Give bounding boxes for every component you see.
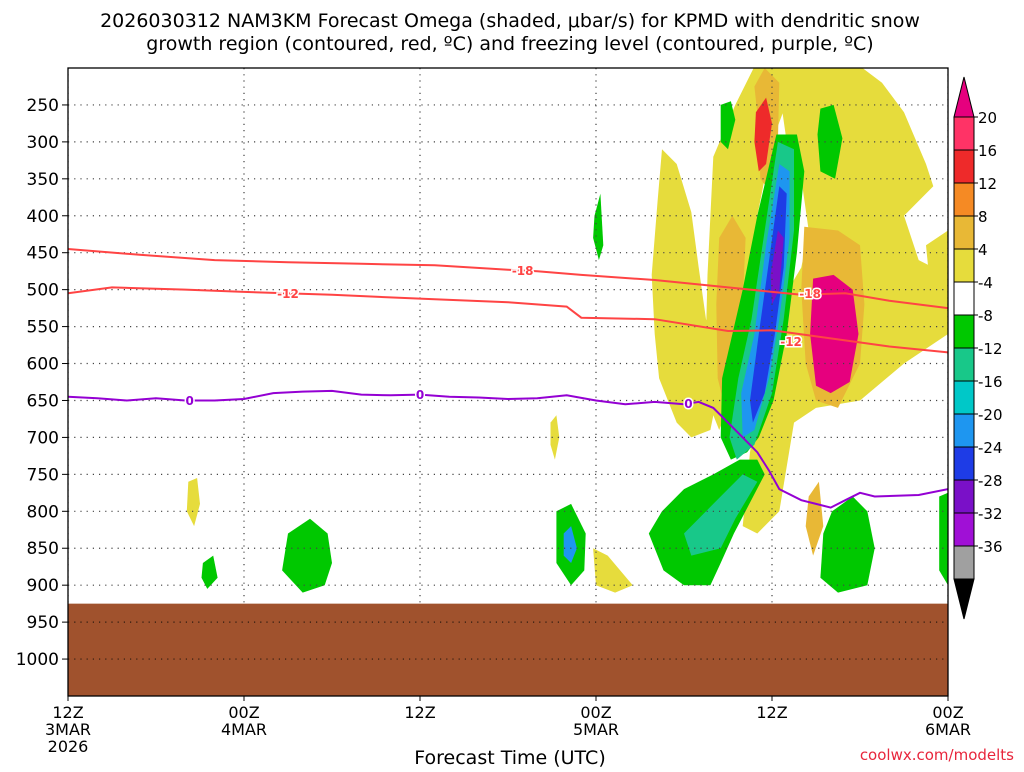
x-tick-label: 00Z	[580, 703, 611, 722]
x-tick-label: 2026	[48, 737, 89, 756]
y-tick-label: 950	[27, 613, 59, 633]
colorbar-segment	[953, 215, 975, 250]
footer-credit: coolwx.com/modelts	[860, 746, 1014, 764]
colorbar-segment	[953, 314, 975, 349]
y-tick-label: 500	[27, 281, 59, 301]
omega-region-green-small-day1	[201, 555, 218, 589]
x-tick-label: 12Z	[52, 703, 83, 722]
omega-colorbar: 20 16 12 8 4 -4 -8 -12 -16 -20 -24 -28 -32 -36	[953, 76, 1003, 620]
omega-region-red-band-upper	[754, 97, 772, 172]
colorbar-segment	[953, 479, 975, 514]
x-tick-label: 00Z	[228, 703, 259, 722]
colorbar-segment	[953, 347, 975, 382]
dgz-contour-label: -12	[780, 335, 802, 349]
omega-region-orange-small-low	[805, 481, 824, 556]
colorbar-segment	[953, 116, 975, 151]
plot-frame	[67, 67, 949, 697]
omega-region-purple-core	[770, 230, 784, 305]
y-tick-label: 650	[27, 391, 59, 411]
omega-region-green-small-end	[939, 492, 948, 586]
omega-region-green-lower-right	[820, 496, 875, 593]
y-tick-label: 850	[27, 539, 59, 559]
y-tick-label: 250	[27, 96, 59, 116]
colorbar-label: 4	[978, 241, 988, 259]
x-tick-label: 00Z	[932, 703, 963, 722]
dgz-contour-line	[68, 248, 948, 310]
omega-region-green-small-right	[817, 104, 843, 179]
omega-region-green-mid-thin	[593, 193, 604, 261]
colorbar-label: -36	[978, 538, 1003, 556]
dgz-contour-label: -18	[512, 264, 534, 278]
freezing-level-label: 0	[186, 394, 194, 408]
dgz-contour-label: -18	[799, 287, 821, 301]
omega-region-green-blob-day1	[282, 518, 332, 593]
x-tick-label: 4MAR	[221, 720, 267, 739]
colorbar-segment	[953, 149, 975, 184]
x-tick-label: 6MAR	[925, 720, 971, 739]
colorbar-segment	[953, 446, 975, 481]
y-tick-label: 350	[27, 170, 59, 190]
colorbar-bottom-arrow	[953, 578, 975, 620]
omega-region-teal-lower-band	[684, 474, 758, 556]
y-tick-label: 400	[27, 207, 59, 227]
colorbar-label: -28	[978, 472, 1003, 490]
y-tick-label: 750	[27, 465, 59, 485]
colorbar-label: -24	[978, 439, 1003, 457]
y-tick-label: 300	[27, 133, 59, 153]
terrain-fill	[68, 603, 948, 696]
freezing-level-label: 0	[416, 388, 424, 402]
x-tick-label: 12Z	[756, 703, 787, 722]
colorbar-top-arrow	[953, 76, 975, 118]
colorbar-label: -4	[978, 274, 993, 292]
colorbar-label: 8	[978, 208, 988, 226]
colorbar-label: 12	[978, 175, 997, 193]
y-axis: 250 300 350 400 450 500 550 600 650 700 750 800 850 9…	[16, 96, 68, 670]
x-tick-label: 5MAR	[573, 720, 619, 739]
y-tick-label: 550	[27, 318, 59, 338]
colorbar-label: -16	[978, 373, 1003, 391]
y-tick-label: 900	[27, 576, 59, 596]
colorbar-segment	[953, 182, 975, 217]
x-axis-label: Forecast Time (UTC)	[414, 747, 605, 768]
colorbar-label: -8	[978, 307, 993, 325]
colorbar-segment	[953, 413, 975, 448]
chart-title-line1: 2026030312 NAM3KM Forecast Omega (shaded…	[100, 10, 920, 32]
omega-region-yellow-small-day1	[186, 478, 200, 527]
colorbar-label: -20	[978, 406, 1003, 424]
chart-title-line2: growth region (contoured, red, ºC) and f…	[146, 33, 873, 55]
x-tick-label: 12Z	[404, 703, 435, 722]
y-tick-label: 600	[27, 355, 59, 375]
colorbar-segment	[953, 512, 975, 547]
temperature-contours: -18 -12 -18 -12 0 0 0	[68, 248, 948, 509]
colorbar-segment	[953, 380, 975, 415]
dgz-contour-label: -12	[277, 287, 299, 301]
omega-region-yellow-plume-left	[651, 149, 721, 438]
omega-region-blue-blob-day2	[563, 526, 577, 563]
terrain-below-ground	[68, 603, 948, 696]
colorbar-label: -12	[978, 340, 1003, 358]
omega-region-green-upper-thin	[720, 101, 736, 150]
y-tick-label: 700	[27, 428, 59, 448]
y-tick-label: 800	[27, 502, 59, 522]
colorbar-segment	[953, 248, 975, 283]
omega-shading	[186, 68, 948, 593]
colorbar-segment	[953, 545, 975, 580]
colorbar-segment	[953, 281, 975, 316]
omega-region-magenta-blob-right	[810, 274, 859, 394]
freezing-level-label: 0	[684, 397, 692, 411]
freezing-level-line	[68, 389, 948, 509]
y-tick-label: 450	[27, 244, 59, 264]
y-tick-label: 1000	[16, 650, 59, 670]
omega-region-yellow-small-day2	[550, 415, 560, 460]
dgz-contour-line	[68, 286, 948, 354]
omega-region-yellow-small-day2-low	[593, 548, 633, 593]
x-tick-label: 3MAR	[45, 720, 91, 739]
colorbar-label: 20	[978, 109, 997, 127]
omega-region-orange-band-left	[716, 215, 746, 408]
colorbar-label: 16	[978, 142, 997, 160]
colorbar-label: -32	[978, 505, 1003, 523]
